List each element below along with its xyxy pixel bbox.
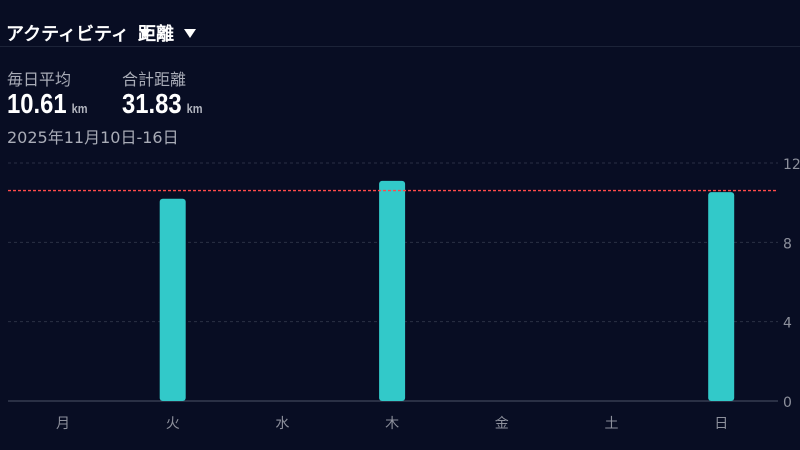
total-label: 合計距離 (122, 70, 187, 89)
x-tick-label: 火 (166, 416, 180, 432)
x-tick-label: 木 (385, 416, 399, 432)
x-tick-label: 月 (56, 416, 70, 432)
y-tick-label: 12 (783, 157, 800, 173)
x-tick-label: 水 (275, 416, 289, 432)
bar-3 (379, 180, 406, 401)
activity-dropdown-label: アクティビティ (6, 24, 129, 45)
metric-dropdown-label: 距離 (138, 24, 174, 45)
avg-label: 毎日平均 (7, 70, 72, 89)
date-range: 2025年11月10日-16日 (7, 128, 179, 147)
total-unit: km (186, 101, 203, 116)
bar-6 (708, 192, 735, 401)
y-tick-label: 0 (783, 395, 792, 411)
top-bar: アクティビティ 距離 (0, 0, 800, 47)
y-tick-label: 4 (783, 316, 792, 332)
total-number: 31.83 (122, 88, 182, 119)
bar-1 (159, 198, 186, 401)
y-tick-label: 8 (783, 236, 792, 252)
caret-down-icon (184, 28, 196, 38)
x-tick-label: 金 (495, 416, 509, 432)
metric-dropdown[interactable]: 距離 (138, 20, 196, 46)
avg-number: 10.61 (7, 88, 67, 119)
activity-dropdown[interactable]: アクティビティ (6, 20, 151, 46)
x-tick-label: 土 (605, 416, 619, 432)
x-tick-label: 日 (714, 416, 728, 432)
caret-down-icon (138, 28, 151, 38)
total-value: 31.83 km (122, 88, 203, 120)
avg-value: 10.61 km (7, 88, 88, 120)
avg-unit: km (71, 101, 88, 116)
